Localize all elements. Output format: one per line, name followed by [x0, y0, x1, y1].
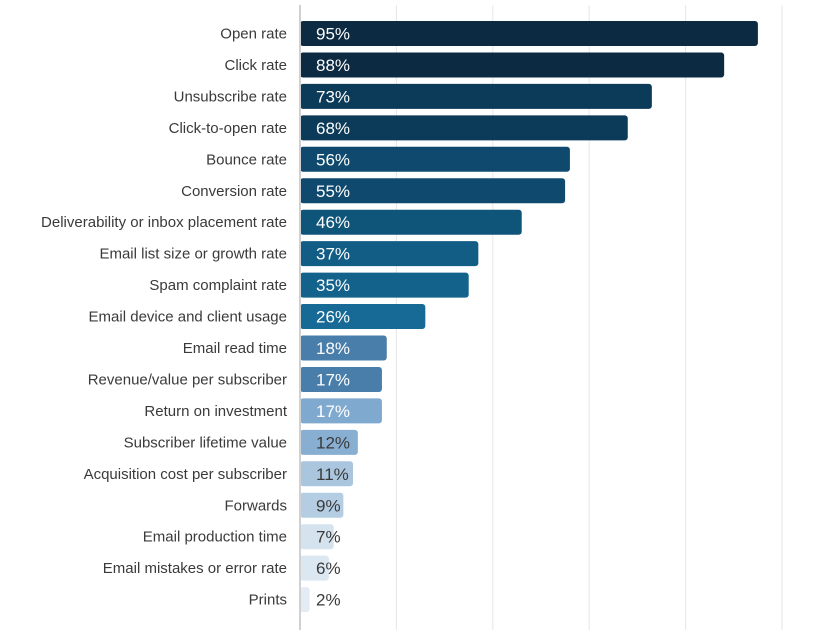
- category-label: Deliverability or inbox placement rate: [41, 214, 287, 231]
- value-label: 35%: [316, 276, 350, 295]
- category-labels: Open rate Click rate Unsubscribe rate Click…: [41, 26, 288, 609]
- category-label: Forwards: [224, 497, 287, 514]
- bar: [300, 304, 426, 330]
- category-label: Open rate: [220, 26, 287, 43]
- bar: [300, 335, 387, 361]
- value-label: 7%: [316, 528, 341, 547]
- value-label: 17%: [316, 402, 350, 421]
- value-label: 17%: [316, 370, 350, 389]
- bar: [300, 146, 570, 172]
- category-label: Email mistakes or error rate: [103, 560, 287, 577]
- category-label: Email read time: [183, 340, 287, 357]
- category-label: Email production time: [143, 529, 287, 546]
- value-label: 12%: [316, 433, 350, 452]
- bar: [300, 398, 382, 424]
- category-label: Click rate: [224, 57, 287, 74]
- category-label: Prints: [249, 592, 287, 609]
- value-label: 18%: [316, 339, 350, 358]
- value-label: 68%: [316, 119, 350, 138]
- bar: [300, 272, 469, 298]
- category-label: Subscriber lifetime value: [124, 434, 287, 451]
- value-label: 2%: [316, 591, 341, 610]
- value-labels: 95% 88% 73% 68% 56% 55% 46% 37% 35% 26% 18% 17% 17% 1…: [316, 25, 350, 610]
- category-label: Acquisition cost per subscriber: [84, 466, 287, 483]
- value-label: 46%: [316, 213, 350, 232]
- bar: [300, 83, 652, 109]
- bar: [300, 21, 758, 46]
- category-label: Spam complaint rate: [149, 277, 287, 294]
- bar: [300, 524, 334, 550]
- bar: [300, 241, 479, 267]
- value-label: 37%: [316, 245, 350, 264]
- bar: [300, 366, 382, 392]
- value-label: 55%: [316, 182, 350, 201]
- value-label: 56%: [316, 150, 350, 169]
- category-label: Email list size or growth rate: [99, 246, 287, 263]
- value-label: 88%: [316, 56, 350, 75]
- value-label: 26%: [316, 308, 350, 327]
- category-label: Revenue/value per subscriber: [88, 371, 287, 388]
- bar: [300, 52, 725, 78]
- bar: [300, 461, 354, 487]
- category-label: Conversion rate: [181, 183, 287, 200]
- bar: [300, 178, 566, 204]
- value-label: 95%: [316, 25, 350, 44]
- bar: [300, 209, 522, 235]
- value-label: 73%: [316, 87, 350, 106]
- category-label: Bounce rate: [206, 151, 287, 168]
- bar: [300, 587, 310, 613]
- value-label: 9%: [316, 496, 341, 515]
- value-label: 6%: [316, 559, 341, 578]
- category-label: Unsubscribe rate: [174, 88, 287, 105]
- bar: [300, 492, 344, 518]
- category-label: Email device and client usage: [89, 309, 287, 326]
- value-label: 11%: [316, 465, 349, 484]
- bar: [300, 429, 358, 455]
- gridlines: [395, 5, 783, 630]
- category-label: Click-to-open rate: [169, 120, 287, 137]
- bar: [300, 115, 628, 141]
- category-label: Return on investment: [144, 403, 287, 420]
- bars: [300, 21, 758, 613]
- bar: [300, 555, 329, 581]
